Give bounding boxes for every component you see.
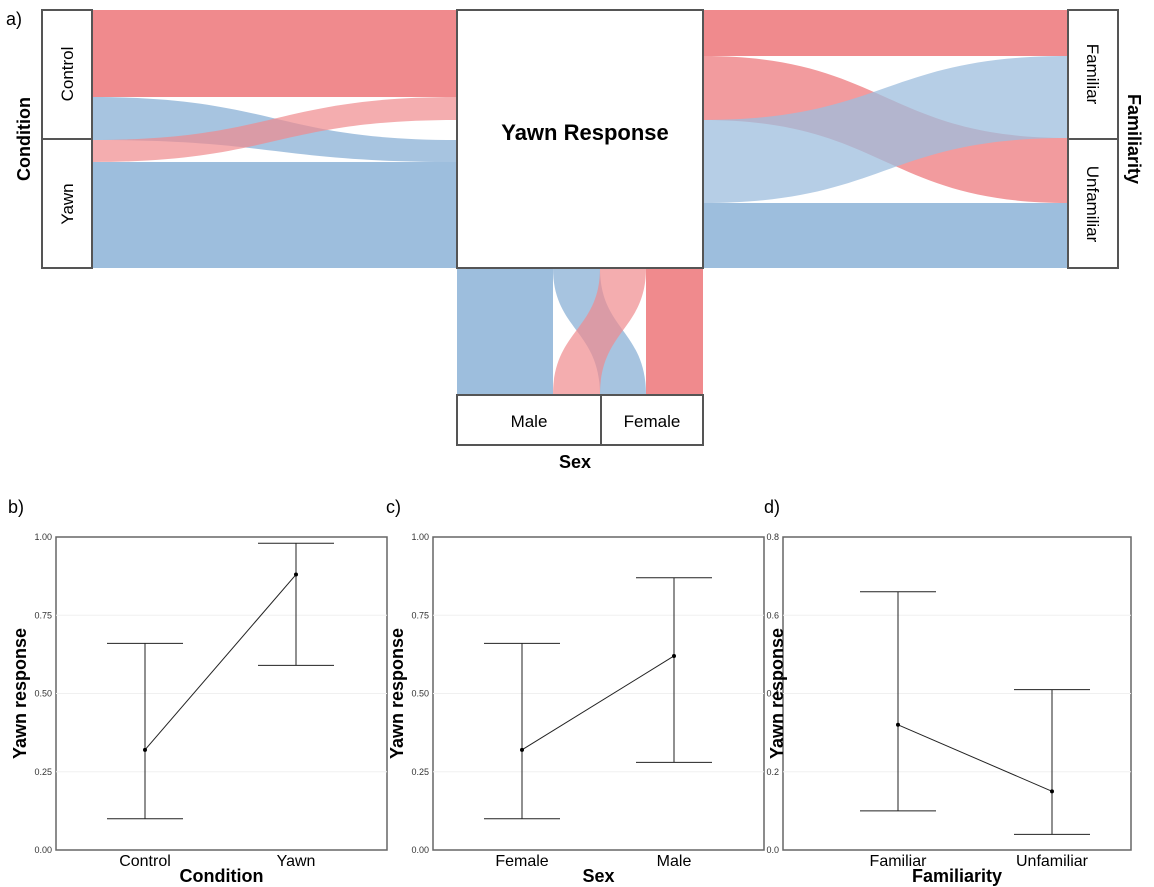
right-flows [703, 10, 1068, 268]
alluvial-panel: a) Control Yawn Condition [6, 9, 1144, 472]
mean-point-yawn [294, 572, 298, 577]
x-category-label: Female [495, 853, 548, 870]
stratum-yawn [41, 138, 93, 269]
flow-female-red [646, 268, 703, 395]
mean-point-male [672, 653, 676, 658]
mean-line [144, 574, 297, 751]
y-tick-label: 0.0 [766, 845, 779, 855]
center-box [456, 9, 704, 269]
stratum-label-yawn: Yawn [58, 183, 77, 224]
y-tick-label: 0.00 [411, 845, 429, 855]
x-axis-title: Sex [582, 866, 614, 886]
error-bar-control [107, 642, 183, 820]
flow-unfamiliar-blue [703, 203, 1068, 268]
stratum-familiar [1067, 9, 1119, 140]
x-category-label: Yawn [277, 853, 316, 870]
y-tick-label: 0.50 [411, 689, 429, 699]
y-axis-title: Yawn response [387, 628, 407, 759]
x-category-label: Control [119, 853, 171, 870]
mean-point-control [143, 747, 147, 752]
mean-point-familiar [896, 722, 900, 727]
y-tick-label: 0.75 [411, 610, 429, 620]
x-category-label: Unfamiliar [1016, 853, 1089, 870]
mean-point-female [520, 747, 524, 752]
stratum-male [456, 394, 602, 446]
mean-point-unfamiliar [1050, 789, 1054, 794]
flow-yawn-blue [92, 162, 457, 268]
y-tick-label: 1.00 [34, 532, 52, 542]
error-bar-unfamiliar [1014, 689, 1090, 835]
panel-letter: b) [8, 497, 24, 517]
y-tick-label: 0.00 [34, 845, 52, 855]
flow-male-blue [457, 268, 553, 395]
panel-letter: c) [386, 497, 401, 517]
panel-letter-a: a) [6, 9, 22, 29]
y-tick-label: 1.00 [411, 532, 429, 542]
stratum-label-male: Male [511, 412, 548, 431]
plot-panel-c: c) 0.00 0.25 0.50 0.75 1.00 Female Male Sex Yawn … [386, 497, 765, 886]
flow-control-red [92, 10, 457, 97]
panel-letter: d) [764, 497, 780, 517]
left-axis-title: Condition [14, 97, 34, 181]
y-tick-label: 0.50 [34, 689, 52, 699]
x-category-label: Male [657, 853, 692, 870]
error-bar-male [636, 577, 712, 763]
bottom-flows [457, 268, 703, 395]
y-tick-label: 0.8 [766, 532, 779, 542]
flow-male-red [553, 268, 646, 395]
plot-panel-d: d) 0.0 0.2 0.4 0.6 0.8 Familiar Unfamiliar Famil… [764, 497, 1132, 886]
y-tick-label: 0.6 [766, 610, 779, 620]
bottom-axis-title: Sex [559, 452, 591, 472]
center-label: Yawn Response [501, 120, 669, 145]
stratum-female [600, 394, 704, 446]
y-tick-label: 0.4 [766, 689, 779, 699]
error-bar-yawn [258, 542, 334, 666]
error-bar-female [484, 642, 560, 820]
x-category-label: Familiar [870, 853, 928, 870]
y-tick-label: 0.2 [766, 767, 779, 777]
stratum-label-familiar: Familiar [1083, 44, 1102, 105]
y-tick-label: 0.75 [34, 610, 52, 620]
x-axis-title: Familiarity [912, 866, 1002, 886]
x-axis-title: Condition [180, 866, 264, 886]
mean-line [897, 724, 1053, 792]
stratum-label-female: Female [624, 412, 681, 431]
y-axis-title: Yawn response [767, 628, 787, 759]
stratum-label-unfamiliar: Unfamiliar [1083, 166, 1102, 243]
point-plots: b) 0.00 0.25 0.50 0.75 1.00 Control Yawn Conditi… [8, 497, 1132, 886]
y-tick-label: 0.25 [34, 767, 52, 777]
left-flows [92, 10, 457, 268]
y-tick-label: 0.25 [411, 767, 429, 777]
flow-familiar-blue [703, 56, 1068, 203]
stratum-label-control: Control [58, 47, 77, 102]
plot-panel-b: b) 0.00 0.25 0.50 0.75 1.00 Control Yawn Conditi… [8, 497, 388, 886]
stratum-unfamiliar [1067, 138, 1119, 269]
error-bar-familiar [860, 591, 936, 812]
right-axis-title: Familiarity [1124, 94, 1144, 184]
flow-familiar-red [703, 10, 1068, 56]
flow-yawn-red [92, 97, 457, 162]
y-axis-title: Yawn response [10, 628, 30, 759]
mean-line [521, 655, 675, 751]
